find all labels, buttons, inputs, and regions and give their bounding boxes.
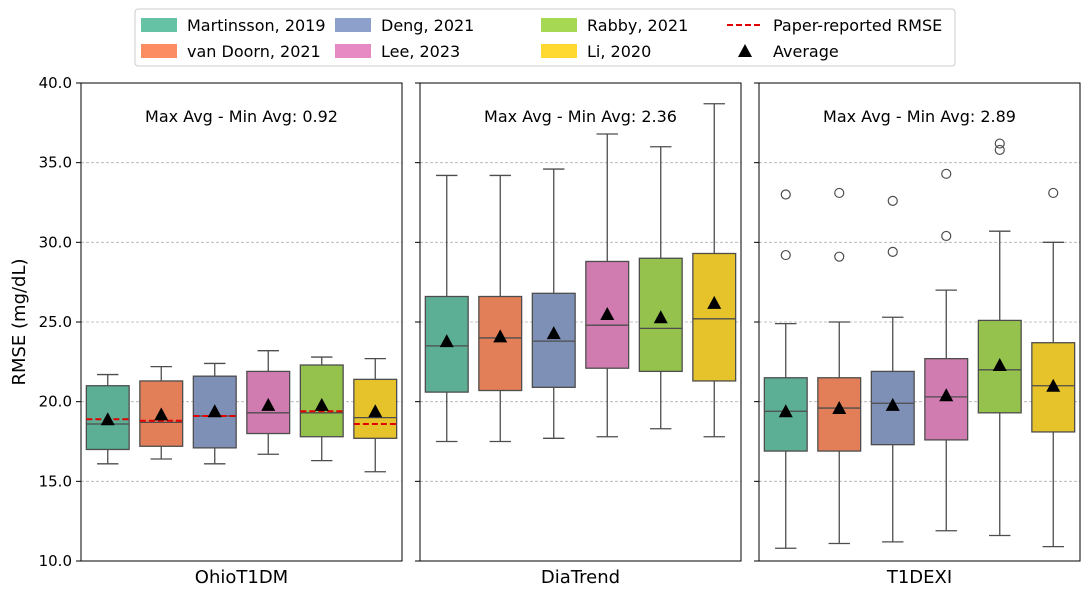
panels: 10.0 15.0 20.0 25.0 30.0 35.0 40.0 Max Avg - Mi… — [39, 74, 1081, 588]
panel-diatrend: Max Avg - Min Avg: 2.36 DiaTrend — [415, 82, 742, 588]
mean-marker — [261, 397, 276, 411]
outlier-point — [994, 144, 1005, 156]
y-tick-label: 30.0 — [39, 233, 72, 251]
mean-marker — [314, 397, 329, 411]
panel-xlabel: OhioT1DM — [195, 567, 288, 588]
outlier-point — [887, 195, 898, 207]
box-4 — [977, 138, 1022, 537]
y-tick-label: 25.0 — [39, 313, 72, 331]
box-iqr — [817, 377, 862, 452]
box-iqr — [692, 252, 737, 382]
y-tick-label: 15.0 — [39, 472, 72, 490]
mean-marker — [439, 334, 454, 348]
outlier-point — [780, 189, 791, 200]
legend-label: Paper-reported RMSE — [773, 16, 942, 35]
panel-annotation: Max Avg - Min Avg: 0.92 — [145, 107, 338, 126]
mean-marker — [939, 388, 954, 402]
legend-swatch — [335, 18, 371, 32]
legend: Martinsson, 2019 van Doorn, 2021 Deng, 202… — [134, 8, 956, 67]
legend-label: Lee, 2023 — [381, 42, 460, 61]
box-1 — [139, 365, 184, 460]
box-5 — [1031, 187, 1076, 548]
mean-marker — [707, 295, 722, 309]
legend-label: Martinsson, 2019 — [187, 16, 326, 35]
y-tick-label: 40.0 — [39, 74, 72, 92]
box-1 — [478, 174, 523, 443]
panel-t1dexi: Max Avg - Min Avg: 2.89 T1DEXI — [754, 82, 1081, 588]
box-2 — [531, 168, 576, 439]
legend-label: Average — [773, 42, 839, 61]
outlier-point — [1048, 187, 1059, 199]
box-iqr — [763, 377, 808, 452]
legend-label: Deng, 2021 — [381, 16, 474, 35]
box-3 — [246, 350, 291, 455]
box-2 — [192, 362, 237, 465]
mean-marker — [600, 307, 615, 321]
box-0 — [763, 189, 808, 549]
mean-marker — [778, 404, 793, 418]
outlier-point — [780, 249, 791, 261]
panel-annotation: Max Avg - Min Avg: 2.89 — [823, 107, 1016, 126]
legend-swatch — [541, 18, 577, 32]
mean-marker — [653, 310, 668, 324]
panel-frame — [758, 82, 1081, 562]
box-0 — [424, 174, 469, 443]
legend-marker — [738, 44, 752, 57]
legend-label: Rabby, 2021 — [587, 16, 688, 35]
box-1 — [817, 187, 862, 545]
mean-marker — [992, 358, 1007, 372]
box-iqr — [531, 292, 576, 388]
box-5 — [692, 103, 737, 438]
box-2 — [870, 195, 915, 543]
y-tick-label: 35.0 — [39, 154, 72, 172]
mean-marker — [493, 329, 508, 343]
outlier-point — [887, 246, 898, 257]
mean-marker — [368, 404, 383, 418]
box-3 — [924, 168, 969, 532]
legend-swatch — [141, 18, 177, 32]
mean-marker — [154, 407, 169, 421]
panel-xlabel: T1DEXI — [886, 567, 952, 588]
box-iqr — [478, 295, 523, 392]
mean-marker — [207, 404, 222, 418]
panel-frame — [419, 82, 742, 562]
outlier-point — [834, 187, 845, 199]
legend-swatch — [541, 44, 577, 58]
mean-marker — [546, 326, 561, 340]
outlier-point — [994, 138, 1005, 149]
legend-label: van Doorn, 2021 — [187, 42, 321, 61]
mean-marker — [1046, 378, 1061, 392]
y-tick-label: 10.0 — [39, 552, 72, 570]
y-axis-label: RMSE (mg/dL) — [9, 258, 30, 385]
outlier-point — [941, 168, 952, 179]
panel-xlabel: DiaTrend — [541, 567, 620, 588]
panel-annotation: Max Avg - Min Avg: 2.36 — [484, 107, 677, 126]
mean-marker — [832, 401, 847, 415]
panel-ohiot1dm: 10.0 15.0 20.0 25.0 30.0 35.0 40.0 Max Avg - Mi… — [39, 74, 403, 588]
box-4 — [638, 146, 683, 430]
box-4 — [299, 356, 344, 462]
mean-marker — [885, 397, 900, 411]
panel-frame — [80, 82, 403, 562]
outlier-point — [834, 251, 845, 262]
legend-swatch — [141, 44, 177, 58]
y-tick-label: 20.0 — [39, 393, 72, 411]
mean-marker — [100, 412, 115, 426]
outlier-point — [941, 230, 952, 242]
legend-swatch — [335, 44, 371, 58]
box-5 — [353, 357, 398, 473]
box-0 — [85, 373, 130, 465]
legend-label: Li, 2020 — [587, 42, 651, 61]
box-3 — [585, 133, 630, 438]
